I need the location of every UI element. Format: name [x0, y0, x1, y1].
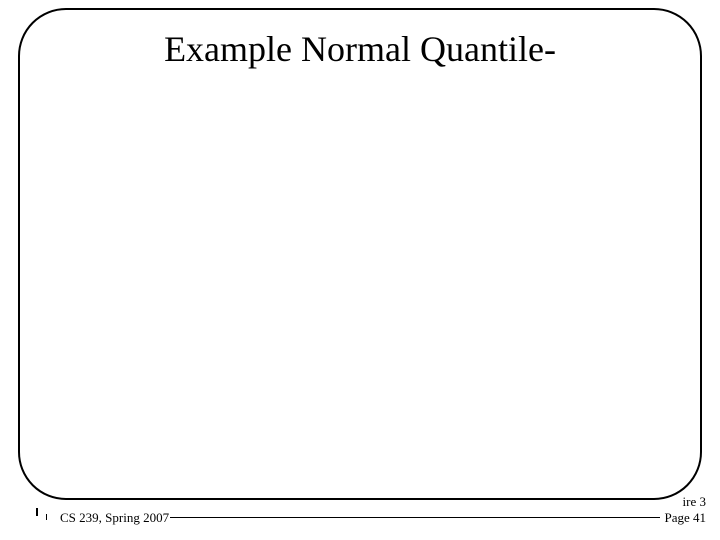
footer-lecture-label: ire 3	[683, 494, 706, 510]
slide-frame: Example Normal Quantile-	[18, 8, 702, 500]
footer-page-label: Page 41	[664, 510, 706, 526]
footer-tick-outer	[36, 508, 38, 516]
footer-course-label: CS 239, Spring 2007	[60, 510, 169, 526]
footer-tick-inner	[46, 514, 47, 520]
footer-divider	[170, 517, 660, 518]
slide-title: Example Normal Quantile-	[20, 28, 700, 70]
